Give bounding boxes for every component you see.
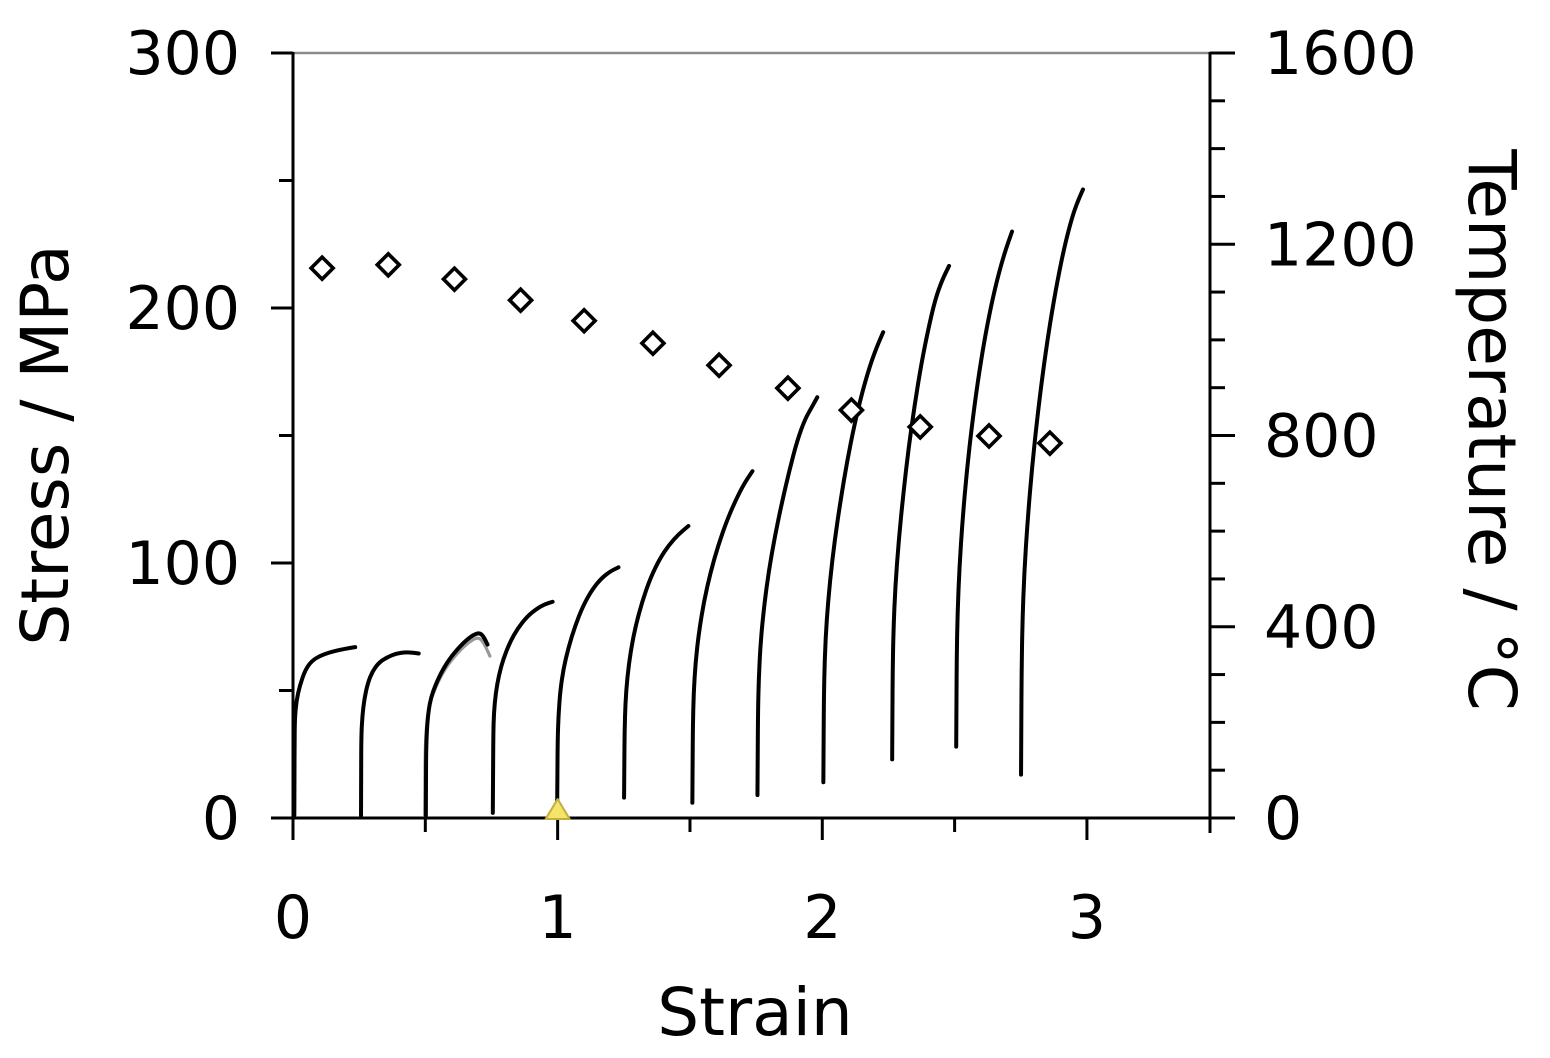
series-layer <box>292 187 1085 820</box>
flow-curve-pass-03-shadow <box>423 636 492 818</box>
y-right-tick-label: 0 <box>1264 784 1302 854</box>
flow-curve-pass-04 <box>490 599 555 815</box>
temperature-marker <box>308 254 336 282</box>
y-right-tick-label: 400 <box>1264 593 1379 663</box>
ticks-layer: 0 1 2 3 0 100 200 300 0 400 800 1200 1600 <box>125 19 1416 953</box>
strain-axis-title: Strain <box>657 974 853 1051</box>
flow-curve-pass-12 <box>1019 187 1085 777</box>
temperature-marker <box>1036 429 1064 457</box>
temperature-marker <box>774 374 802 402</box>
flow-curve-pass-03 <box>423 631 490 818</box>
temperature-marker <box>570 307 598 335</box>
x-tick-label: 3 <box>1068 883 1106 953</box>
x-tick-label: 0 <box>274 883 312 953</box>
flow-curve-pass-10 <box>890 263 952 762</box>
flow-curve-pass-02 <box>359 650 421 818</box>
temperature-marker <box>705 351 733 379</box>
y-right-tick-label: 1600 <box>1264 19 1417 89</box>
x-tick-label: 1 <box>539 883 577 953</box>
strain-1-triangle-marker <box>544 798 571 820</box>
flow-curve-pass-01 <box>292 645 358 818</box>
temperature-marker <box>507 286 535 314</box>
axes-layer <box>291 51 1212 840</box>
flow-curve-pass-07 <box>690 469 755 805</box>
temperature-marker <box>639 329 667 357</box>
temperature-marker <box>906 413 934 441</box>
x-tick-label: 2 <box>803 883 841 953</box>
flow-curve-pass-06 <box>622 524 691 800</box>
y-right-tick-label: 800 <box>1264 402 1379 472</box>
flow-curve-pass-08 <box>755 395 820 798</box>
flow-curve-pass-11 <box>954 229 1015 749</box>
flow-curve-pass-05 <box>555 565 621 815</box>
temperature-marker <box>837 396 865 424</box>
temperature-marker <box>975 422 1003 450</box>
y-left-tick-label: 0 <box>202 784 240 854</box>
y-left-tick-label: 300 <box>125 19 240 89</box>
temperature-marker <box>374 251 402 279</box>
temperature-marker <box>440 265 468 293</box>
temperature-axis-title: Temperature / °C <box>1453 148 1530 710</box>
y-right-tick-label: 1200 <box>1264 210 1417 280</box>
y-left-tick-label: 200 <box>125 274 240 344</box>
flow-curve-pass-09 <box>821 330 886 785</box>
y-left-tick-label: 100 <box>125 529 240 599</box>
stress-axis-title: Stress / MPa <box>7 244 84 645</box>
